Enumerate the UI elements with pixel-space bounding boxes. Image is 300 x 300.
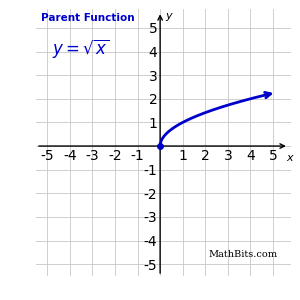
Text: $y = \sqrt{x}$: $y = \sqrt{x}$: [52, 38, 109, 60]
Text: y: y: [166, 11, 172, 21]
Text: x: x: [286, 153, 293, 163]
Text: MathBits.com: MathBits.com: [208, 250, 278, 259]
Text: Parent Function: Parent Function: [40, 13, 134, 22]
